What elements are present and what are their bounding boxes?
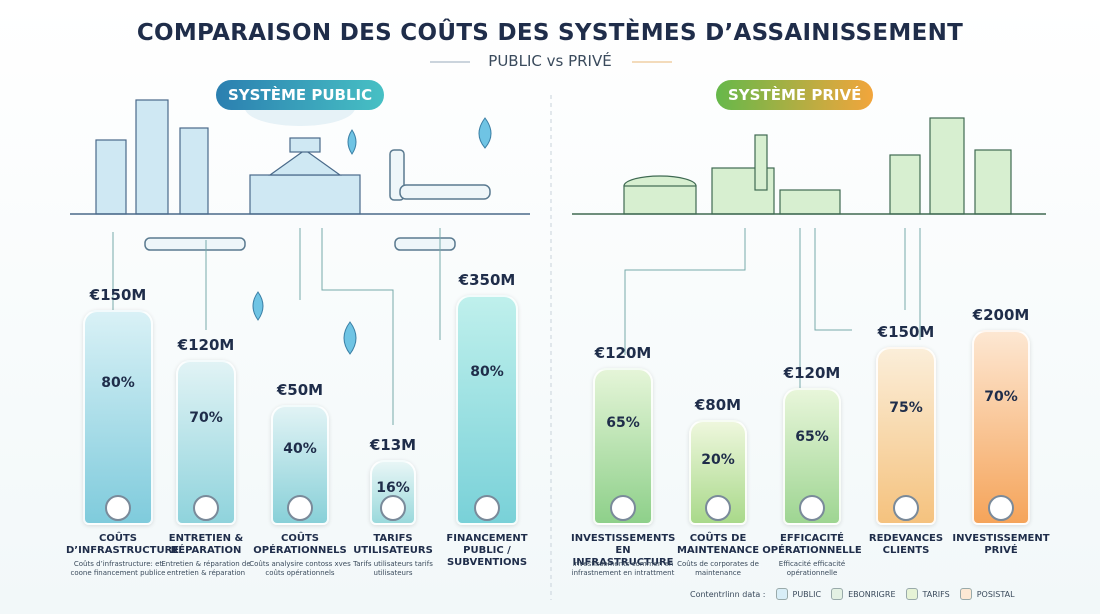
item-label: INVESTISSEMENTS EN INFRASTRUCTURE — [571, 533, 676, 568]
panel-title: SYSTÈME PRIVÉ — [716, 80, 874, 110]
item-note: Tarifs utilisateurs tarifs utilisateurs — [353, 560, 433, 577]
amount-label: €80M — [694, 396, 742, 414]
bar — [456, 295, 518, 525]
panel-title: SYSTÈME PUBLIC — [216, 80, 385, 110]
percent-label: 70% — [984, 388, 1018, 405]
item-label: TARIFS UTILISATEURS — [353, 533, 433, 556]
legend-swatch — [775, 588, 788, 600]
title: COMPARAISON DES COÛTS DES SYSTÈMES D’ASS… — [136, 20, 964, 46]
percent-label: 70% — [189, 409, 223, 426]
item-note: Investissements commen en infrastnement … — [571, 560, 675, 577]
percent-label: 16% — [376, 479, 410, 496]
amount-label: €150M — [877, 323, 935, 341]
item-note: Coûts de corporates de maintenance — [677, 560, 759, 577]
item-label: COÛTS D’INFRASTRUCTURE — [66, 533, 180, 556]
legend-swatch — [831, 588, 844, 600]
legend-label: POSISTAL — [976, 589, 1015, 599]
percent-label: 80% — [101, 374, 135, 391]
amount-label: €200M — [972, 306, 1030, 324]
amount-label: €13M — [369, 436, 417, 454]
item-label: FINANCEMENT PUBLIC / SUBVENTIONS — [446, 533, 528, 568]
icon — [799, 495, 825, 521]
amount-label: €350M — [458, 271, 516, 289]
legend-title: Contentrlinn data : — [690, 589, 766, 599]
percent-label: 40% — [283, 441, 317, 457]
amount-label: €120M — [783, 364, 841, 382]
legend-label: PUBLIC — [792, 589, 822, 599]
legend-item: PUBLIC — [775, 588, 822, 600]
percent-label: 20% — [701, 451, 735, 468]
amount-label: €50M — [276, 381, 324, 399]
item-label: ENTRETIEN & RÉPARATION — [168, 533, 244, 556]
item-note: Efficacité efficacité opérationnelle — [778, 560, 846, 577]
item-label: COÛTS OPÉRATIONNELS — [253, 533, 347, 556]
item-note: Entretien & réparation de entretien & ré… — [161, 560, 251, 577]
percent-label: 65% — [606, 415, 640, 432]
legend-item: EBONRIGRE — [831, 588, 896, 600]
subtitle: PUBLIC vs PRIVÉ — [488, 52, 612, 70]
icon — [105, 495, 131, 521]
item-label: REDEVANCES CLIENTS — [868, 533, 944, 556]
icon — [287, 495, 313, 521]
legend-label: EBONRIGRE — [848, 589, 896, 599]
icon — [193, 495, 219, 521]
legend-item: POSISTAL — [959, 588, 1015, 600]
bar — [689, 420, 747, 525]
icon — [893, 495, 919, 521]
amount-label: €150M — [89, 286, 147, 304]
icon — [705, 495, 731, 521]
percent-label: 75% — [889, 400, 923, 417]
item-note: Coûts analysire contoss xves coûts opéra… — [249, 560, 351, 577]
percent-label: 80% — [470, 364, 504, 380]
legend-item: TARIFS — [905, 588, 950, 600]
item-label: EFFICACITÉ OPÉRATIONNELLE — [762, 533, 862, 556]
item-label: INVESTISSEMENT PRIVÉ — [952, 533, 1050, 556]
legend: Contentrlinn data : PUBLIC EBONRIGRE TARIFS… — [690, 588, 1015, 600]
percent-label: 65% — [795, 429, 829, 446]
item-note: Coûts d’infrastructure: et coone finance… — [70, 560, 166, 577]
bar — [83, 310, 153, 525]
icon — [988, 495, 1014, 521]
amount-label: €120M — [594, 344, 652, 362]
icon — [380, 495, 406, 521]
item-label: COÛTS DE MAINTENANCE — [676, 533, 760, 556]
amount-label: €120M — [177, 336, 235, 354]
legend-label: TARIFS — [922, 589, 950, 599]
icon — [610, 495, 636, 521]
legend-swatch — [959, 588, 972, 600]
legend-swatch — [905, 588, 918, 600]
bar — [972, 330, 1030, 525]
icon — [474, 495, 500, 521]
